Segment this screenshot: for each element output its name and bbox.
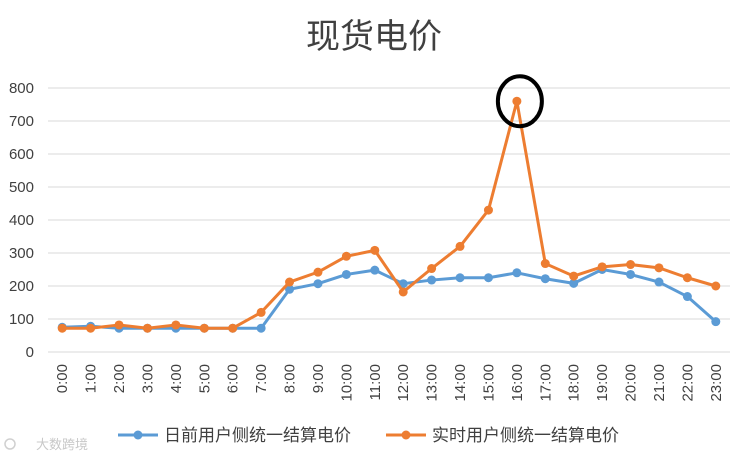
x-tick-label: 17:00 [537, 364, 554, 402]
y-tick-label: 300 [9, 245, 34, 262]
legend-label: 实时用户侧统一结算电价 [432, 426, 619, 446]
x-tick-label: 16:00 [509, 364, 526, 402]
data-point [483, 205, 493, 215]
data-point [626, 269, 636, 279]
watermark: 大数跨境 [4, 438, 88, 453]
x-tick-label: 10:00 [338, 364, 355, 402]
x-tick-label: 13:00 [424, 364, 441, 402]
y-tick-label: 0 [26, 344, 34, 361]
x-tick-label: 19:00 [594, 364, 611, 402]
x-tick-label: 21:00 [651, 364, 668, 402]
data-point [540, 274, 550, 284]
x-tick-label: 14:00 [452, 364, 469, 402]
data-point [654, 263, 664, 273]
watermark-logo-icon [4, 438, 16, 450]
data-point [569, 278, 579, 288]
data-point [142, 323, 152, 333]
x-tick-label: 23:00 [708, 364, 725, 402]
series-lines [57, 96, 721, 333]
x-tick-label: 18:00 [566, 364, 583, 402]
x-tick-label: 15:00 [480, 364, 497, 402]
data-point [341, 269, 351, 279]
x-tick-label: 2:00 [111, 364, 128, 393]
data-point [455, 273, 465, 283]
x-tick-label: 12:00 [395, 364, 412, 402]
series-line-1 [62, 99, 717, 330]
x-tick-label: 20:00 [623, 364, 640, 402]
x-tick-label: 8:00 [282, 364, 299, 393]
data-point [256, 323, 266, 333]
x-tick-label: 4:00 [168, 364, 185, 393]
y-tick-label: 400 [9, 212, 34, 229]
y-tick-label: 500 [9, 179, 34, 196]
data-point [57, 323, 67, 333]
x-tick-label: 11:00 [367, 364, 384, 400]
legend-swatch-marker [401, 430, 411, 440]
x-tick-label: 6:00 [225, 364, 242, 393]
highlight-circle [495, 74, 544, 129]
annotations [495, 74, 544, 129]
data-point [313, 267, 323, 277]
data-point [711, 281, 721, 291]
x-axis-ticks: 0:00 1:00 2:00 3:00 4:00 5:00 6:00 7:00 8:00 9:00… [54, 364, 725, 402]
y-tick-label: 700 [9, 113, 34, 130]
data-point [682, 273, 692, 283]
x-tick-label: 5:00 [196, 364, 213, 393]
x-tick-label: 7:00 [253, 364, 270, 393]
data-point [597, 262, 607, 272]
data-point [171, 320, 181, 330]
data-point [654, 277, 664, 287]
data-point [540, 259, 550, 269]
data-point [569, 271, 579, 281]
data-point [199, 323, 209, 333]
x-tick-label: 1:00 [83, 364, 100, 393]
data-point [285, 284, 295, 294]
data-point [256, 307, 266, 317]
x-tick-label: 9:00 [310, 364, 327, 393]
data-point [86, 323, 96, 333]
y-tick-label: 800 [9, 80, 34, 97]
data-point [427, 264, 437, 274]
y-tick-label: 600 [9, 146, 34, 163]
data-point [512, 268, 522, 278]
data-point [228, 323, 238, 333]
y-tick-label: 100 [9, 311, 34, 328]
data-point [512, 96, 522, 106]
data-point [398, 279, 408, 289]
x-tick-label: 0:00 [54, 364, 71, 393]
data-point [398, 287, 408, 297]
watermark-text: 大数跨境 [36, 438, 88, 453]
legend-label: 日前用户侧统一结算电价 [164, 426, 351, 446]
series-line-0 [62, 268, 717, 330]
data-point [711, 317, 721, 327]
data-point [455, 241, 465, 251]
chart-title: 现货电价 [306, 17, 442, 57]
data-point [313, 279, 323, 289]
data-point [682, 292, 692, 302]
data-point [285, 277, 295, 287]
x-tick-label: 22:00 [679, 364, 696, 402]
legend-swatch-marker [133, 430, 143, 440]
legend: 日前用户侧统一结算电价 实时用户侧统一结算电价 [118, 426, 619, 446]
data-point [483, 273, 493, 283]
y-axis-ticks: 0 100 200 300 400 500 600 700 800 [9, 80, 34, 361]
data-point [626, 260, 636, 270]
data-point [370, 265, 380, 275]
y-tick-label: 200 [9, 278, 34, 295]
data-point [341, 251, 351, 261]
gridlines [48, 87, 730, 353]
data-point [427, 275, 437, 285]
x-tick-label: 3:00 [139, 364, 156, 393]
data-point [370, 245, 380, 255]
data-point [114, 320, 124, 330]
